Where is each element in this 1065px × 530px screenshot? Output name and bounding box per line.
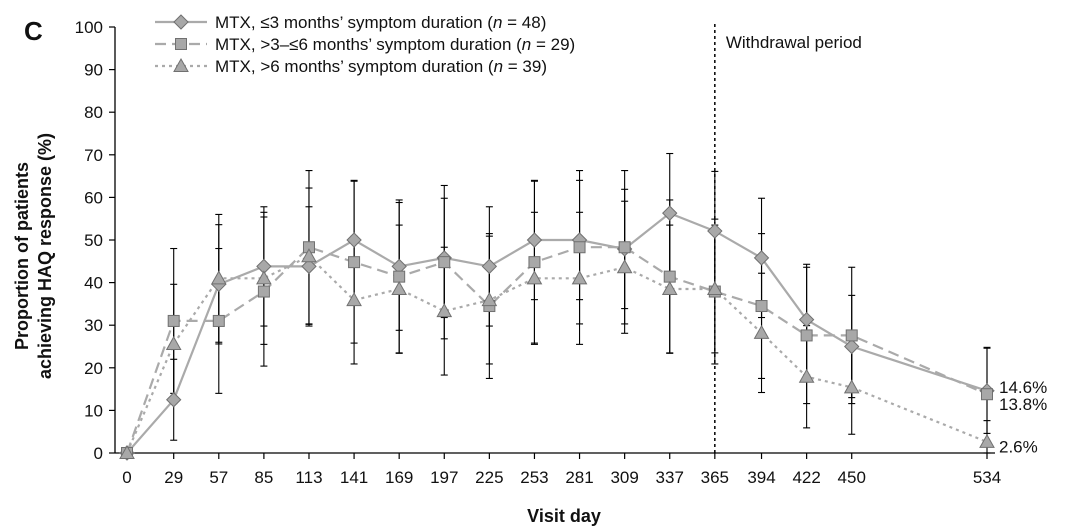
data-point-series-2 [348,256,361,269]
data-point-series-1 [346,232,362,248]
x-tick-label: 422 [792,468,820,487]
data-point-series-2 [393,270,406,283]
x-tick-label: 394 [747,468,775,487]
end-value-labels: 14.6%13.8% 2.6% [999,378,1047,457]
withdrawal-label: Withdrawal period [726,33,862,52]
series-line-2 [125,245,988,454]
y-tick-label: 40 [84,274,103,293]
data-point-series-1 [662,205,678,221]
x-tick-label: 57 [209,468,228,487]
data-point-series-2 [663,270,676,283]
x-tick-label: 197 [430,468,458,487]
end-value-label: 2.6% [999,438,1038,457]
x-tick-label: 337 [656,468,684,487]
data-point-series-3 [616,259,633,274]
data-point-series-3 [119,444,135,459]
legend-marker-3 [173,57,189,72]
legend-entry-1: MTX, ≤3 months’ symptom duration (n = 48… [215,13,546,32]
data-point-series-3 [301,248,317,263]
end-value-label: 13.8% [999,395,1047,414]
series-line-1 [126,211,988,454]
x-axis-ticks: 0 29 57 85 113 141 169 197 225 253 281 309 337 365 394… [122,453,1001,487]
x-tick-label: 85 [254,468,273,487]
data-point-series-1 [526,232,543,248]
data-point-series-3 [706,280,723,295]
y-tick-label: 70 [84,146,103,165]
data-point-series-3 [661,280,678,295]
legend: MTX, ≤3 months’ symptom duration (n = 48… [155,13,575,76]
data-point-series-2 [800,329,813,342]
x-tick-label: 450 [838,468,866,487]
y-axis-title: Proportion of patients achieving HAQ res… [12,133,55,379]
data-point-series-3 [346,292,362,307]
x-tick-label: 0 [122,468,131,487]
x-tick-label: 113 [295,468,322,487]
data-point-series-2 [618,241,631,254]
y-tick-label: 90 [84,61,103,80]
x-tick-label: 141 [340,468,368,487]
data-point-series-2 [573,241,586,254]
data-point-series-3 [798,368,815,383]
x-tick-label: 169 [385,468,413,487]
data-point-series-2 [212,314,225,327]
data-point-series-3 [436,303,453,318]
y-tick-label: 50 [84,231,103,250]
data-point-series-1 [707,223,723,239]
data-point-series-2 [257,285,270,298]
y-tick-label: 60 [84,188,103,207]
data-point-series-2 [981,388,993,401]
legend-marker-2 [175,38,187,50]
data-point-series-2 [438,256,451,269]
data-point-series-2 [528,256,541,269]
x-axis-title: Visit day [527,506,601,526]
data-point-series-2 [167,314,180,327]
data-point-series-3 [526,270,543,285]
y-tick-label: 10 [84,401,103,420]
data-point-series-3 [979,433,995,448]
y-axis-title-line2: achieving HAQ response (%) [35,133,55,379]
data-point-series-3 [481,292,498,307]
x-tick-label: 309 [610,468,638,487]
data-point-series-3 [843,379,860,394]
data-point-series-2 [755,300,768,313]
legend-entry-2: MTX, >3–≤6 months’ symptom duration (n =… [215,35,575,54]
x-tick-label: 534 [973,468,1001,487]
panel-label: C [24,16,43,46]
data-point-series-3 [753,324,770,339]
legend-entry-3: MTX, >6 months’ symptom duration (n = 39… [215,57,547,76]
data-point-series-1 [798,311,815,328]
y-tick-label: 80 [84,103,103,122]
data-point-series-3 [165,335,182,350]
data-point-series-3 [210,270,227,285]
data-point-series-2 [845,329,858,342]
y-axis-ticks: 0 10 20 30 40 50 60 70 80 90 100 [75,18,115,463]
y-tick-label: 100 [75,18,103,37]
data-point-series-3 [391,280,408,295]
error-bars [170,152,991,454]
withdrawal-marker: Withdrawal period [714,24,862,453]
x-tick-label: 225 [475,468,503,487]
legend-marker-1 [173,14,189,30]
data-point-series-1 [301,258,317,275]
data-point-series-1 [481,258,498,275]
y-tick-label: 20 [84,359,103,378]
data-point-series-3 [256,270,272,285]
series-markers [119,205,995,461]
data-point-series-1 [165,392,182,408]
end-value-label: 14.6% [999,378,1047,397]
data-point-series-1 [753,250,770,266]
series-lines [125,211,988,454]
x-tick-label: 29 [164,468,183,487]
y-axis-title-line1: Proportion of patients [12,162,32,350]
data-point-series-3 [571,270,588,285]
y-tick-label: 0 [94,444,103,463]
x-tick-label: 281 [565,468,593,487]
data-point-series-1 [844,338,860,355]
x-tick-label: 253 [520,468,548,487]
y-tick-label: 30 [84,316,103,335]
x-tick-label: 365 [701,468,729,487]
series-line-3 [125,254,988,454]
